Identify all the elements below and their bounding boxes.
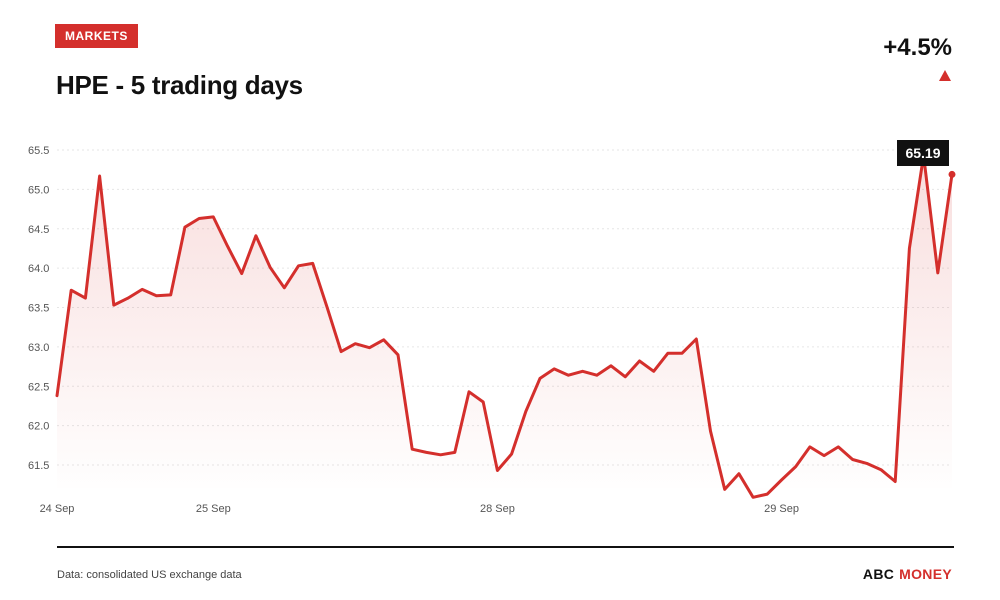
triangle-up-icon bbox=[939, 70, 951, 81]
chart-title: HPE - 5 trading days bbox=[56, 70, 303, 100]
tooltip-box bbox=[897, 140, 949, 166]
x-tick-label: 25 Sep bbox=[196, 503, 231, 515]
y-tick-label: 64.0 bbox=[28, 263, 49, 275]
last-price-point bbox=[948, 170, 956, 178]
y-tick-label: 65.0 bbox=[28, 184, 49, 196]
y-tick-label: 61.5 bbox=[28, 460, 49, 472]
price-line bbox=[55, 154, 954, 499]
price-change: +4.5% bbox=[883, 34, 952, 61]
y-tick-label: 64.5 bbox=[28, 224, 49, 236]
x-tick-label: 29 Sep bbox=[764, 503, 799, 515]
y-tick-label: 62.5 bbox=[28, 381, 49, 393]
x-tick-label: 24 Sep bbox=[40, 503, 75, 515]
y-tick-label: 63.5 bbox=[28, 303, 49, 315]
y-tick-label: 63.0 bbox=[28, 342, 49, 354]
price-area bbox=[57, 155, 952, 498]
last-price-tooltip: 65.19 bbox=[897, 140, 949, 166]
tooltip-value: 65.19 bbox=[905, 145, 940, 161]
y-tick-label: 62.0 bbox=[28, 421, 49, 433]
data-source-note: Data: consolidated US exchange data bbox=[57, 569, 242, 581]
footer-divider bbox=[57, 546, 954, 548]
x-tick-label: 28 Sep bbox=[480, 503, 515, 515]
markets-badge: MARKETS bbox=[55, 24, 138, 48]
y-axis: 61.5 62.0 62.5 63.0 63.5 64.0 64.5 65.0 65.5 bbox=[28, 145, 49, 472]
y-tick-label: 65.5 bbox=[28, 145, 49, 157]
brand-logo: ABC MONEY bbox=[862, 566, 952, 582]
price-chart: 61.5 62.0 62.5 63.0 63.5 64.0 64.5 65.0 65.5 24 … bbox=[28, 140, 956, 515]
